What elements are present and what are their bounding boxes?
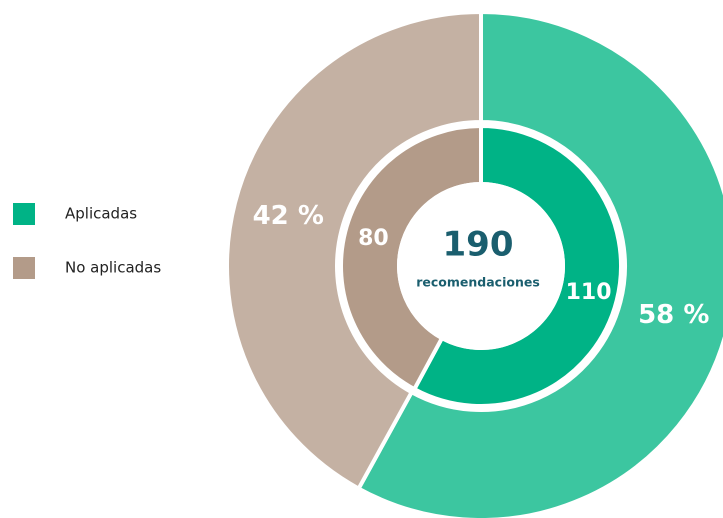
ring-segment [355, 9, 723, 518]
legend-swatch [13, 257, 35, 279]
segment-label: 58 % [638, 300, 709, 330]
segment-label: 110 [566, 280, 612, 305]
segment-label: 42 % [253, 201, 324, 231]
center-total: 190 [443, 225, 514, 265]
legend-label: Aplicadas [65, 205, 137, 223]
legend-swatch [13, 203, 35, 225]
center-hole [397, 182, 565, 350]
center-label: recomendaciones [416, 275, 540, 290]
legend-label: No aplicadas [65, 259, 161, 277]
segment-label: 80 [358, 226, 389, 251]
ring-segment [225, 9, 483, 492]
